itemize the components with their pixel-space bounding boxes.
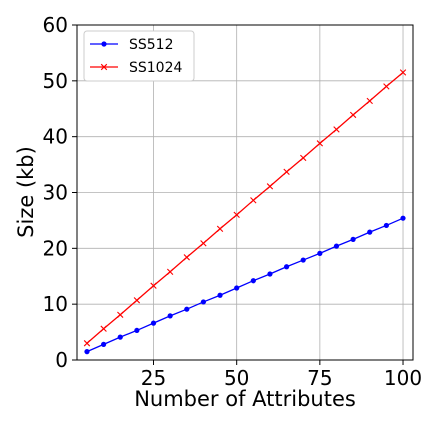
data-point <box>83 340 91 347</box>
data-point <box>250 278 256 284</box>
data-point <box>183 254 190 261</box>
data-point <box>383 222 389 229</box>
data-point <box>317 250 323 256</box>
data-point <box>367 229 373 235</box>
data-point <box>200 299 207 305</box>
y-tick-label: 40 <box>43 125 68 149</box>
data-point <box>217 292 223 298</box>
data-point <box>200 240 207 247</box>
y-tick-label: 30 <box>43 181 68 205</box>
data-point <box>300 257 306 263</box>
series-layer <box>83 69 407 355</box>
y-tick-label: 20 <box>43 236 68 260</box>
data-point <box>350 236 356 242</box>
data-point <box>283 168 290 176</box>
data-point <box>366 97 373 105</box>
legend-item-ss512: SS512 <box>90 37 174 53</box>
x-axis-ticks: 25 50 75 100 <box>141 360 422 390</box>
y-tick-label: 50 <box>43 69 68 93</box>
x-tick-label: 25 <box>141 366 166 390</box>
data-point <box>101 341 107 347</box>
data-point <box>133 297 141 304</box>
data-point <box>167 313 173 319</box>
legend-marker <box>100 63 108 71</box>
data-point <box>117 311 124 318</box>
x-axis-label: Number of Attributes <box>134 387 356 411</box>
legend-label: SS1024 <box>129 60 182 76</box>
x-tick-label: 100 <box>384 366 422 390</box>
legend-marker <box>101 41 107 47</box>
series-ss512 <box>84 215 406 355</box>
data-point <box>150 282 157 289</box>
data-point <box>349 111 357 119</box>
x-tick-label: 75 <box>307 366 332 390</box>
data-point <box>316 140 324 147</box>
y-tick-label: 60 <box>43 13 68 37</box>
data-point <box>84 349 90 355</box>
data-point <box>166 268 174 275</box>
legend-item-ss1024: SS1024 <box>90 60 182 76</box>
data-point <box>266 183 274 190</box>
data-point <box>333 243 340 249</box>
data-point <box>233 211 240 219</box>
data-point <box>399 69 407 76</box>
data-point <box>267 271 273 277</box>
series-line <box>86 217 404 353</box>
x-tick-label: 50 <box>224 366 249 390</box>
data-point <box>283 264 290 270</box>
y-axis-ticks: 0 10 20 30 40 50 60 <box>43 13 77 372</box>
data-point <box>150 320 157 326</box>
data-point <box>184 306 190 312</box>
data-point <box>234 285 240 291</box>
legend: SS512 SS1024 <box>83 30 195 82</box>
y-tick-label: 10 <box>43 292 68 316</box>
y-tick-label: 0 <box>55 348 68 372</box>
data-point <box>250 197 257 204</box>
data-point <box>117 334 123 340</box>
data-point <box>134 327 140 334</box>
data-point <box>400 215 406 221</box>
data-point <box>100 325 107 332</box>
y-axis-label: Size (kb) <box>14 146 38 238</box>
data-point <box>383 83 390 90</box>
data-point <box>333 126 340 133</box>
data-point <box>300 154 307 162</box>
data-point <box>216 225 224 232</box>
series-ss1024 <box>83 69 407 347</box>
legend-label: SS512 <box>129 37 174 53</box>
